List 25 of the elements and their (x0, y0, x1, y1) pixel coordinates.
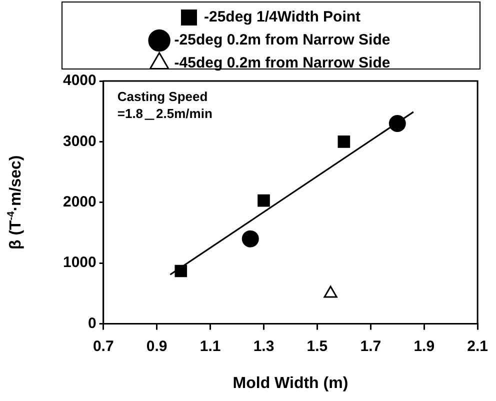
legend-label: -25deg 1/4Width Point (204, 8, 361, 26)
x-tick-label: 1.9 (414, 338, 435, 355)
point (338, 136, 350, 148)
y-axis-title: β (T-4·m/sec) (6, 155, 24, 250)
y-tick-label: 3000 (62, 132, 96, 150)
x-tick-label: 1.7 (360, 338, 382, 355)
y-tick-label: 1000 (62, 254, 96, 272)
legend-label: -45deg 0.2m from Narrow Side (174, 54, 390, 72)
x-tick-label: 0.7 (92, 338, 114, 355)
x-axis-title: Mold Width (m) (232, 374, 348, 392)
x-tick-label: 1.1 (200, 338, 221, 355)
y-tick-label: 2000 (62, 194, 96, 211)
point (242, 230, 259, 248)
point (388, 114, 406, 132)
x-tick-label: 1.3 (253, 338, 274, 355)
legend-label: -25deg 0.2m from Narrow Side (174, 32, 390, 49)
x-tick-label: 2.1 (467, 338, 488, 355)
x-tick-label: 1.5 (306, 338, 328, 355)
point (258, 194, 270, 207)
x-tick-label: 0.9 (146, 338, 168, 355)
annotation: Casting Speed (117, 89, 208, 104)
y-tick-label: 0 (88, 314, 96, 332)
y-tick-label: 4000 (62, 72, 96, 90)
point (174, 264, 188, 278)
annotation: =1.8＿2.5m/min (117, 106, 212, 122)
